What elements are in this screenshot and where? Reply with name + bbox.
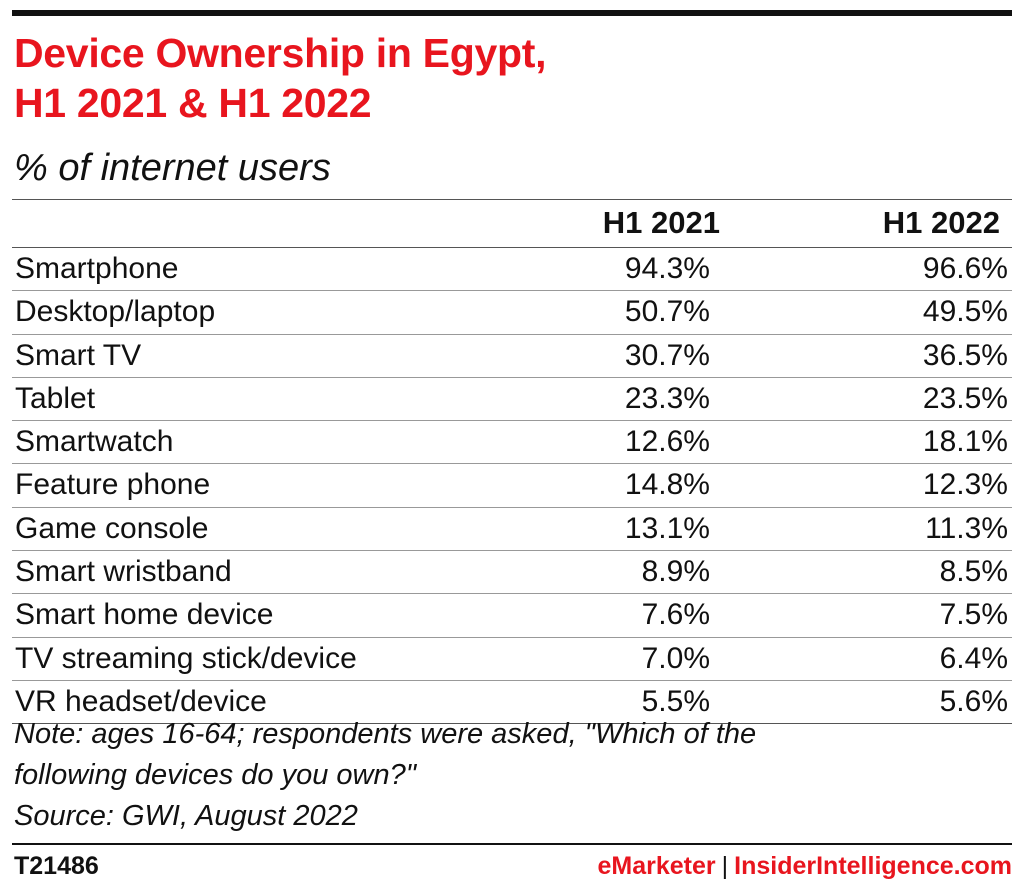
note-line-2: following devices do you own?" <box>14 759 417 791</box>
value-h1-2021: 14.8% <box>624 468 710 502</box>
column-header-h1-2021: H1 2021 <box>602 205 720 240</box>
value-h1-2022: 7.5% <box>939 598 1008 632</box>
brand-insider-intelligence: InsiderIntelligence.com <box>734 852 1012 880</box>
table-row: VR headset/device 5.5% 5.6% <box>12 681 1012 725</box>
row-label: VR headset/device <box>15 684 267 718</box>
table-row: Desktop/laptop 50.7% 49.5% <box>12 291 1012 335</box>
value-h1-2022: 11.3% <box>925 511 1008 545</box>
value-h1-2022: 5.6% <box>939 684 1008 718</box>
table-row: Feature phone 14.8% 12.3% <box>12 464 1012 508</box>
row-label: Feature phone <box>15 468 211 502</box>
value-h1-2021: 7.6% <box>641 598 710 632</box>
value-h1-2022: 8.5% <box>939 555 1008 589</box>
note-block: Note: ages 16-64; respondents were asked… <box>14 714 1004 837</box>
chart-subtitle: % of internet users <box>14 147 331 189</box>
data-table: Smartphone 94.3% 96.6% Desktop/laptop 50.7% 4… <box>12 248 1012 725</box>
row-label: Smartphone <box>15 252 179 285</box>
value-h1-2021: 23.3% <box>624 381 710 415</box>
value-h1-2021: 30.7% <box>624 338 710 372</box>
value-h1-2022: 12.3% <box>922 468 1008 502</box>
row-label: Desktop/laptop <box>15 295 216 329</box>
value-h1-2021: 94.3% <box>624 252 710 285</box>
value-h1-2022: 6.4% <box>939 641 1008 675</box>
value-h1-2021: 13.1% <box>624 511 710 545</box>
footer-rule <box>12 843 1012 845</box>
table-row: Smartwatch 12.6% 18.1% <box>12 421 1012 465</box>
source-line: Source: GWI, August 2022 <box>14 800 358 832</box>
value-h1-2021: 7.0% <box>641 641 710 675</box>
row-label: Game console <box>15 511 209 545</box>
row-label: Smart wristband <box>15 555 232 589</box>
row-label: Smart TV <box>15 338 142 372</box>
title-line-1: Device Ownership in Egypt, <box>14 30 547 76</box>
row-label: Smart home device <box>15 598 274 632</box>
column-header-h1-2022: H1 2022 <box>882 205 1000 240</box>
brand-emarketer: eMarketer <box>597 852 716 880</box>
value-h1-2021: 5.5% <box>641 684 710 718</box>
row-label: Smartwatch <box>15 425 174 459</box>
table-row: Smart home device 7.6% 7.5% <box>12 594 1012 638</box>
table-row: TV streaming stick/device 7.0% 6.4% <box>12 638 1012 681</box>
table-row: Tablet 23.3% 23.5% <box>12 378 1012 422</box>
row-label: TV streaming stick/device <box>15 641 357 675</box>
table-row: Game console 13.1% 11.3% <box>12 508 1012 552</box>
value-h1-2021: 8.9% <box>641 555 710 589</box>
table-row: Smart TV 30.7% 36.5% <box>12 335 1012 378</box>
row-label: Tablet <box>15 381 96 415</box>
top-rule <box>12 10 1012 16</box>
value-h1-2021: 12.6% <box>624 425 710 459</box>
table-row: Smartphone 94.3% 96.6% <box>12 248 1012 292</box>
chart-title: Device Ownership in Egypt, H1 2021 & H1 … <box>14 28 994 128</box>
note-line-1: Note: ages 16-64; respondents were asked… <box>14 718 757 750</box>
title-line-2: H1 2021 & H1 2022 <box>14 80 372 126</box>
value-h1-2021: 50.7% <box>624 295 710 329</box>
value-h1-2022: 49.5% <box>922 295 1008 329</box>
value-h1-2022: 18.1% <box>922 425 1008 459</box>
header-top-rule <box>12 199 1012 200</box>
value-h1-2022: 96.6% <box>922 252 1008 285</box>
value-h1-2022: 23.5% <box>922 381 1008 415</box>
brand-separator: | <box>721 852 729 880</box>
chart-id: T21486 <box>14 852 99 880</box>
header-bottom-rule <box>12 247 1012 248</box>
table-row: Smart wristband 8.9% 8.5% <box>12 551 1012 595</box>
value-h1-2022: 36.5% <box>922 338 1008 372</box>
brand-footer: eMarketer | InsiderIntelligence.com <box>598 850 1013 882</box>
